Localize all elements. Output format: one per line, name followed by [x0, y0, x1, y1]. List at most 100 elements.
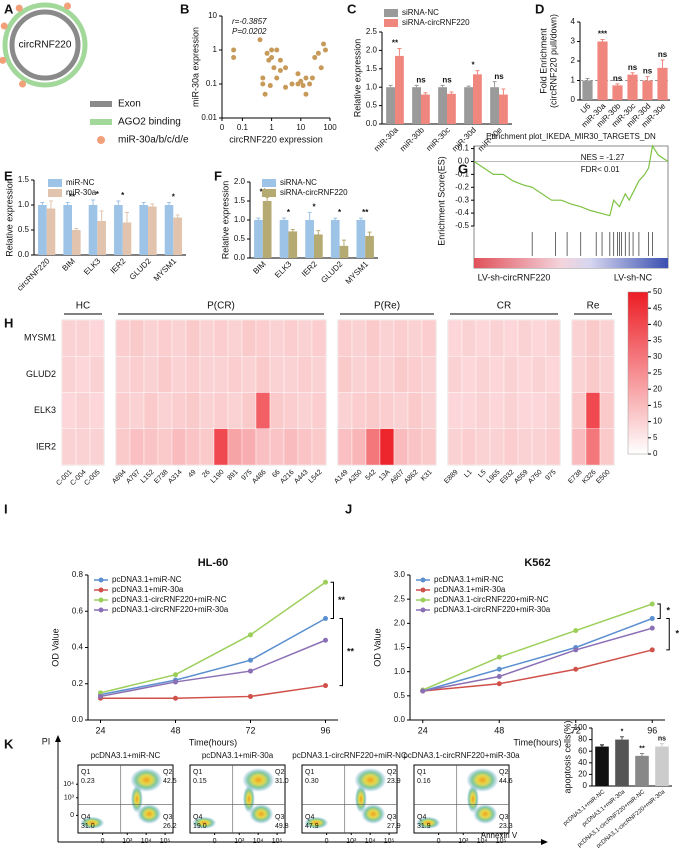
cell — [185, 392, 201, 429]
cell — [157, 428, 173, 466]
cell — [461, 356, 477, 393]
point — [303, 75, 309, 81]
cell — [379, 392, 395, 429]
quadrant-label: Q4 — [305, 814, 314, 821]
chart-title: Enrichment plot_IKEDA_MIR30_TARGETS_DN — [486, 132, 656, 141]
cell — [199, 428, 215, 466]
x-tick-label: 0 — [101, 838, 105, 845]
cell — [213, 319, 229, 357]
point — [649, 601, 655, 607]
point — [309, 75, 315, 81]
group-label: LV-sh-NC — [614, 272, 653, 282]
quadrant-value: 0.15 — [193, 778, 207, 785]
y-tick-label: 0.1 — [206, 79, 218, 88]
error-bar — [150, 203, 155, 207]
x-tick-label: 96 — [647, 725, 657, 735]
cell — [517, 392, 533, 429]
bar — [288, 231, 298, 258]
point — [573, 647, 579, 653]
cell — [157, 356, 173, 393]
y-axis-label: Enrichment Score(ES) — [436, 156, 446, 246]
bar — [386, 87, 395, 124]
legend-swatch — [384, 9, 398, 17]
arrowhead — [55, 735, 61, 742]
error-bar — [358, 217, 363, 220]
quadrant-value: 27.9 — [387, 823, 401, 830]
cell — [75, 319, 91, 357]
mir-site — [0, 22, 8, 30]
cell — [115, 392, 131, 429]
y-tick-label: -0.3 — [455, 195, 469, 204]
point — [248, 657, 253, 663]
point — [496, 654, 502, 660]
quadrant-label: Q2 — [387, 769, 396, 776]
legend-swatch — [262, 189, 276, 197]
y-tick-label: 3 — [571, 37, 576, 46]
x-tick-label: 10⁴ — [253, 838, 264, 845]
series-line — [100, 617, 326, 696]
x-tick-label: ELK3 — [82, 256, 103, 277]
significance: * — [172, 193, 176, 202]
x-tick-label: 10⁴ — [141, 838, 152, 845]
density-cloud — [192, 816, 217, 829]
bar — [642, 80, 653, 100]
series-line — [422, 603, 653, 691]
error-bar — [414, 84, 419, 88]
significance: * — [621, 729, 624, 736]
quadrant-value: 47.9 — [305, 823, 319, 830]
density-cloud — [304, 816, 329, 829]
annotation: FDR< 0.01 — [581, 165, 620, 174]
chart-title: HL-60 — [198, 557, 229, 569]
significance: ns — [613, 74, 623, 83]
chart-title: pcDNA3.1+miR-30a — [202, 751, 274, 760]
quadrant-label: Q2 — [163, 769, 172, 776]
y-tick-label: 3.0 — [394, 570, 406, 579]
significance: ns — [658, 50, 668, 59]
y-tick-label: 60 — [578, 746, 587, 755]
error-bar — [91, 199, 96, 205]
y-tick-label: 0.5 — [394, 691, 406, 700]
cell — [269, 428, 285, 466]
density-cloud — [249, 803, 274, 824]
legend-marker — [420, 587, 426, 593]
x-tick-label: 0 — [437, 838, 441, 845]
legend-label: miR-NC — [66, 178, 95, 187]
cell — [311, 392, 327, 429]
group-label: Re — [587, 301, 600, 312]
cell — [585, 356, 601, 393]
cell — [517, 356, 533, 393]
legend-marker — [420, 607, 426, 613]
significance: ns — [658, 736, 666, 743]
cell — [269, 356, 285, 393]
bar — [421, 94, 430, 124]
y-tick-label: 1 — [571, 76, 576, 85]
y-axis-label: miR-30a expression — [190, 27, 200, 107]
y-tick-label: 0.0 — [366, 119, 378, 128]
cell — [599, 428, 615, 466]
column-label: A750 — [527, 469, 544, 486]
cell — [475, 319, 491, 357]
column-label: A250 — [347, 469, 364, 486]
y-tick-label: 1.0 — [18, 200, 30, 209]
density-cloud — [416, 816, 441, 829]
cell — [241, 319, 257, 357]
row-label: IER2 — [36, 441, 56, 451]
y-axis-label: (circRNF220 pull/down) — [548, 14, 558, 108]
bar — [279, 220, 289, 258]
significance: * — [666, 606, 670, 616]
y-tick-label: 0.2 — [72, 679, 84, 688]
y-tick-label: -0.1 — [455, 169, 469, 178]
cell — [585, 428, 601, 466]
mir-site — [15, 4, 23, 12]
x-tick-label: 10³ — [122, 838, 133, 845]
bar — [63, 205, 72, 255]
cell — [531, 319, 547, 357]
y-axis-label: Relative expression — [352, 39, 362, 118]
quadrant-value: 31.0 — [81, 823, 95, 830]
column-label: E932 — [499, 469, 516, 486]
x-tick-label: 72 — [245, 725, 255, 735]
point — [295, 71, 301, 77]
y-axis-label: OD Value — [372, 628, 382, 666]
row-label: ELK3 — [34, 405, 56, 415]
cell — [421, 319, 437, 357]
